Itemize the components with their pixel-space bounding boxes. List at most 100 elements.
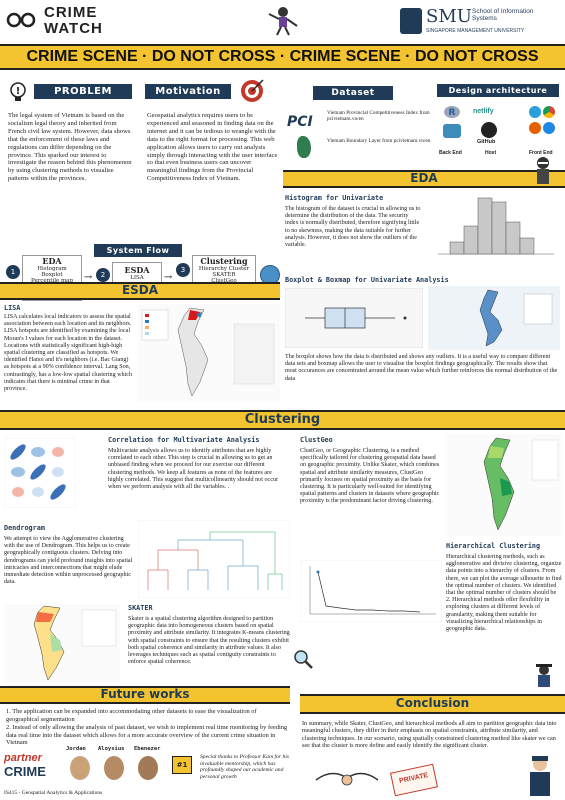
correlation-text: Multivariate analysis allows us to ident… bbox=[108, 448, 278, 490]
step-3-item: SKATER bbox=[212, 272, 236, 278]
lisa-heading: LISA bbox=[4, 304, 21, 312]
flow-arrow-icon: → bbox=[164, 272, 173, 283]
lightbulb-icon: ! bbox=[6, 80, 30, 104]
step-1-item: Histogram bbox=[37, 266, 67, 272]
detective-icon bbox=[530, 660, 558, 688]
problem-section: ! PROBLEM The legal system of Vietnam is… bbox=[6, 78, 134, 278]
clustering-title: Clustering bbox=[244, 412, 321, 427]
future-title: Future works bbox=[100, 687, 190, 701]
stamp-text: PRIVATE bbox=[398, 772, 429, 786]
design-section: Design architecture R netlify GitHub Bac… bbox=[437, 78, 561, 168]
eda-banner: EDA bbox=[283, 157, 565, 188]
pci-logo-icon: PCI bbox=[287, 112, 327, 130]
dataset-item-1: Vietnam Provincial Competitiveness Index… bbox=[327, 110, 430, 123]
histogram-heading: Histogram for Univariate bbox=[285, 194, 384, 202]
r-logo-icon: R bbox=[443, 104, 461, 120]
step-2-number: 2 bbox=[96, 268, 110, 282]
future-item-1: 1. The application can be expanded into … bbox=[6, 708, 257, 723]
svg-text:!: ! bbox=[16, 86, 21, 97]
future-banner: Future works bbox=[0, 686, 290, 704]
magnifier-icon bbox=[292, 648, 314, 670]
thanks-text: Special thanks to Professor Kam for his … bbox=[200, 754, 289, 780]
motivation-text: Geospatial analytics requires users to b… bbox=[147, 112, 278, 183]
edge-icon bbox=[529, 106, 541, 118]
netlify-logo: netlify bbox=[473, 108, 494, 115]
step-1-item: Percentile map bbox=[31, 278, 73, 284]
member-name: Aloysius bbox=[98, 746, 125, 752]
system-flow-section: System Flow bbox=[4, 244, 280, 282]
dataset-section: Dataset PCI Vietnam Provincial Competiti… bbox=[283, 78, 433, 168]
problem-text: The legal system of Vietnam is based on … bbox=[8, 112, 132, 183]
member-name: Ebenezer bbox=[134, 746, 161, 752]
private-stamp: PRIVATE bbox=[389, 763, 439, 797]
chrome-icon bbox=[543, 106, 555, 118]
logo-line-1: CRIME bbox=[44, 4, 98, 21]
step-1-number: 1 bbox=[6, 265, 20, 279]
shiny-icon bbox=[443, 124, 461, 138]
dendrogram-image bbox=[137, 519, 291, 599]
silhouette-plot-image bbox=[299, 559, 443, 623]
svg-text:PCI: PCI bbox=[287, 114, 313, 130]
smu-school: School of Information Systems bbox=[472, 8, 534, 23]
conclusion-title: Conclusion bbox=[395, 696, 470, 710]
header: CRIME WATCH SMU School of Information Sy… bbox=[0, 0, 565, 42]
dendrogram-text: We attempt to view the Agglomerative clu… bbox=[4, 536, 133, 586]
tape-text: CRIME SCENE · DO NOT CROSS · CRIME SCENE… bbox=[26, 48, 539, 65]
boxplot-text: The boxplot shows how the data is distri… bbox=[285, 354, 558, 382]
crime-scene-tape: CRIME SCENE · DO NOT CROSS · CRIME SCENE… bbox=[0, 44, 565, 70]
handshake-icon bbox=[312, 760, 382, 796]
footer-logo-line-2: CRIME bbox=[4, 764, 46, 779]
step-2-item: LISA bbox=[130, 275, 144, 281]
thief-icon bbox=[528, 154, 558, 186]
member-name: Jordan bbox=[66, 746, 86, 752]
skater-map-image bbox=[4, 604, 120, 682]
boxplot-image bbox=[284, 287, 424, 349]
police-officer-icon bbox=[520, 752, 560, 798]
clustgeo-text: ClustGeo, or Geographic Clustering, is a… bbox=[300, 448, 440, 505]
histogram-text: The histogram of the dataset is crucial … bbox=[285, 206, 421, 248]
partner-crime-logo: partner CRIME bbox=[4, 752, 64, 796]
firefox-icon bbox=[529, 122, 541, 134]
boxmap-image bbox=[428, 286, 560, 350]
step-3-number: 3 bbox=[176, 263, 190, 277]
handcuffs-icon bbox=[6, 6, 36, 34]
hierarchical-text: Hierarchical clustering methods, such as… bbox=[446, 554, 562, 632]
system-flow-title: System Flow bbox=[94, 244, 182, 257]
logo-line-2: WATCH bbox=[44, 20, 103, 37]
course-label: IS415 - Geospatial Analytics & Applicati… bbox=[4, 790, 103, 796]
boxplot-heading: Boxplot & Boxmap for Univariate Analysis bbox=[285, 276, 449, 284]
smu-logo: SMU School of Information Systems SINGAP… bbox=[400, 6, 560, 40]
smu-university: SINGAPORE MANAGEMENT UNIVERSITY bbox=[426, 28, 525, 34]
dendrogram-heading: Dendrogram bbox=[4, 524, 45, 532]
conclusion-text: In summary, while Skater, ClustGeo, and … bbox=[302, 720, 557, 749]
safari-icon bbox=[543, 122, 555, 134]
target-icon bbox=[239, 78, 265, 104]
conclusion-banner: Conclusion bbox=[300, 694, 565, 714]
motivation-title: Motivation bbox=[145, 84, 231, 99]
lisa-map-image bbox=[138, 304, 280, 402]
burglar-icon bbox=[265, 4, 301, 36]
step-1-title: EDA bbox=[42, 256, 62, 266]
correlation-heading: Correlation for Multivariate Analysis bbox=[108, 436, 260, 444]
dataset-item-2: Vietnam Boundary Layer from pcivietnam.v… bbox=[327, 138, 431, 144]
github-icon bbox=[481, 122, 497, 138]
esda-title: ESDA bbox=[121, 283, 159, 297]
clustgeo-map-image bbox=[446, 434, 562, 536]
footer-logo-line-1: partner bbox=[4, 752, 42, 764]
esda-banner: ESDA bbox=[0, 282, 280, 300]
smu-emblem-icon bbox=[400, 8, 422, 34]
motivation-section: Motivation Geospatial analytics requires… bbox=[145, 78, 280, 278]
dataset-title: Dataset bbox=[313, 86, 393, 100]
skater-heading: SKATER bbox=[128, 604, 153, 612]
step-3-title: Clustering bbox=[200, 256, 248, 266]
avatar bbox=[104, 756, 124, 780]
future-item-2: 2. Instead of only allowing the analysis… bbox=[6, 724, 288, 747]
label-host: Host bbox=[485, 150, 497, 156]
badge-icon: #1 bbox=[172, 756, 192, 774]
design-title: Design architecture bbox=[437, 84, 559, 97]
label-front-end: Front End bbox=[529, 150, 553, 156]
crime-watch-logo: CRIME WATCH bbox=[6, 4, 126, 38]
skater-text: Skater is a spatial clustering algorithm… bbox=[128, 616, 290, 666]
smu-name: SMU bbox=[426, 6, 472, 27]
github-label: GitHub bbox=[477, 139, 496, 145]
